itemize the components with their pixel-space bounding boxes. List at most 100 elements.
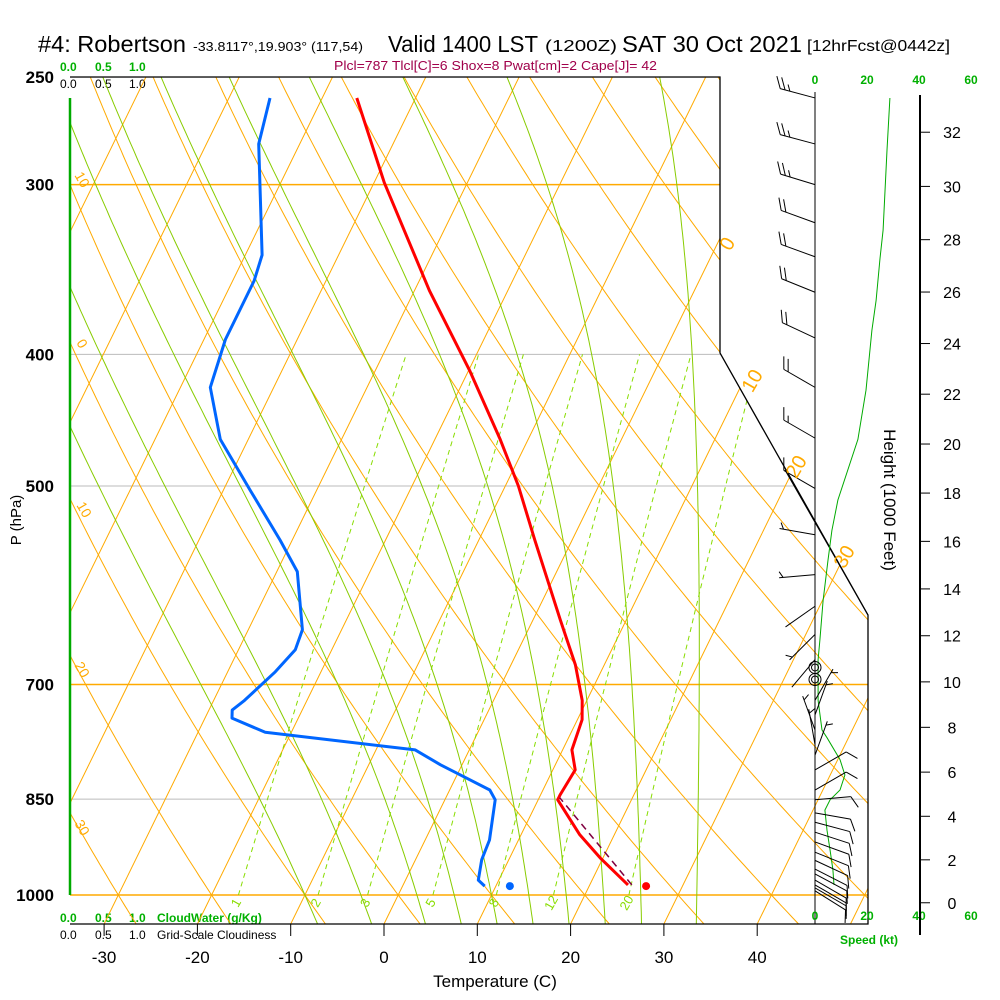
barb-feather	[776, 75, 781, 89]
barb-feather	[780, 309, 783, 323]
cloud-water-tick: 1.0	[129, 911, 146, 925]
cloud-water-tick: 0.5	[95, 911, 112, 925]
barb-staff	[814, 751, 847, 771]
barb-staff	[814, 812, 851, 820]
background-lines	[70, 68, 1000, 929]
moist-adiabat-line	[500, 77, 643, 924]
barb-staff	[814, 851, 849, 867]
wind-barb	[814, 721, 833, 756]
barb-half-feather	[785, 654, 793, 658]
dry-adiabat-line	[962, 68, 1000, 929]
valid-date: SAT 30 Oct 2021	[622, 31, 802, 57]
barb-feather	[845, 751, 858, 759]
barb-staff	[802, 695, 816, 731]
temperature-tick-label: 30	[654, 948, 673, 967]
height-tick-label: 24	[943, 337, 961, 354]
barb-staff	[814, 887, 847, 907]
cloudiness-tick: 0.5	[95, 928, 112, 942]
dry-adiabat-line	[398, 77, 868, 924]
height-tick-label: 0	[948, 896, 957, 913]
cloud-water-tick: 0.5	[95, 60, 112, 74]
barb-half-feather	[825, 723, 833, 726]
temperature-tick-label: -20	[185, 948, 210, 967]
barb-feather	[781, 162, 786, 176]
x-axis-label: Temperature (C)	[433, 972, 557, 991]
isotherm-line	[101, 77, 526, 924]
height-tick-label: 4	[948, 809, 957, 826]
wind-barb	[783, 407, 816, 439]
wind-barb	[814, 812, 856, 832]
barb-staff	[814, 841, 849, 855]
barb-staff	[814, 796, 851, 801]
mixing-ratio-line	[317, 354, 480, 896]
barb-feather	[785, 311, 788, 325]
barb-half-feather	[787, 84, 791, 92]
speed-tick-label: 20	[860, 909, 874, 923]
barb-half-feather	[825, 683, 833, 686]
wind-barb	[814, 751, 858, 771]
isotherm-line	[287, 77, 712, 924]
wind-barb	[814, 841, 852, 868]
moist-adiabat-line	[395, 77, 607, 924]
wind-barb	[814, 668, 838, 701]
dewpoint-profile	[208, 97, 497, 888]
barb-staff	[814, 859, 848, 877]
dry-adiabat-line	[211, 77, 805, 924]
wind-barb	[814, 868, 849, 899]
pressure-tick-label: 250	[26, 68, 54, 87]
barb-feather	[778, 231, 782, 245]
speed-tick-label: 0	[812, 73, 819, 87]
surface-dewpoint-dot	[505, 882, 514, 891]
height-tick-label: 2	[948, 853, 957, 870]
barb-staff	[780, 134, 816, 145]
wind-barb	[814, 796, 859, 808]
wind-barb	[779, 522, 816, 536]
barb-staff	[785, 605, 816, 628]
dry-adiabat-line	[70, 77, 425, 924]
wind-barb	[814, 873, 848, 904]
station-title: #4: Robertson	[38, 31, 186, 57]
height-tick-label: 18	[943, 486, 961, 503]
wind-barb	[778, 231, 816, 258]
dry-adiabat-label: 30	[72, 817, 94, 839]
wind-barb	[783, 457, 816, 489]
barb-feather	[847, 865, 851, 879]
dry-adiabat-line	[836, 77, 868, 924]
dry-adiabat-line	[586, 77, 868, 924]
height-tick-label: 20	[943, 437, 961, 454]
barb-staff	[781, 209, 816, 224]
isotherm-line	[847, 77, 868, 924]
mixing-ratio-label: 12	[541, 893, 561, 913]
barb-feather	[845, 771, 858, 779]
barb-half-feather	[787, 130, 791, 138]
barb-staff	[781, 278, 816, 293]
barb-staff	[779, 527, 816, 536]
height-tick-label: 14	[943, 582, 961, 599]
cloud-water-top-scale: 0.0 0.5 1.0 0.0 0.5 1.0	[60, 60, 146, 91]
barb-feather	[776, 121, 781, 135]
dry-adiabat-line	[461, 77, 868, 924]
height-tick-label: 26	[943, 285, 961, 302]
moist-adiabat-line	[656, 77, 700, 924]
temperature-tick-label: 10	[468, 948, 487, 967]
isotherm-line	[567, 77, 868, 924]
barb-staff	[814, 868, 848, 886]
mixing-ratio-line	[495, 354, 641, 896]
wind-barb	[814, 821, 854, 845]
barb-staff	[814, 884, 847, 904]
wind-barb	[814, 851, 851, 879]
wind-barb	[780, 309, 816, 339]
mixing-ratio-line	[553, 354, 692, 896]
station-coords: -33.8117°,19.903° (117,54)	[193, 39, 363, 54]
wind-barb	[814, 680, 833, 716]
mixing-ratio-label: 1	[228, 896, 245, 910]
barb-staff	[780, 88, 816, 99]
height-tick-label: 10	[943, 675, 961, 692]
isotherm-line	[194, 77, 619, 924]
wind-barb	[802, 694, 816, 731]
barb-half-feather	[809, 708, 816, 714]
temperature-tick-label: 0	[379, 948, 388, 967]
speed-axis-label: Speed (kt)	[840, 933, 898, 947]
wind-barb	[776, 75, 816, 99]
barb-staff	[814, 890, 846, 911]
